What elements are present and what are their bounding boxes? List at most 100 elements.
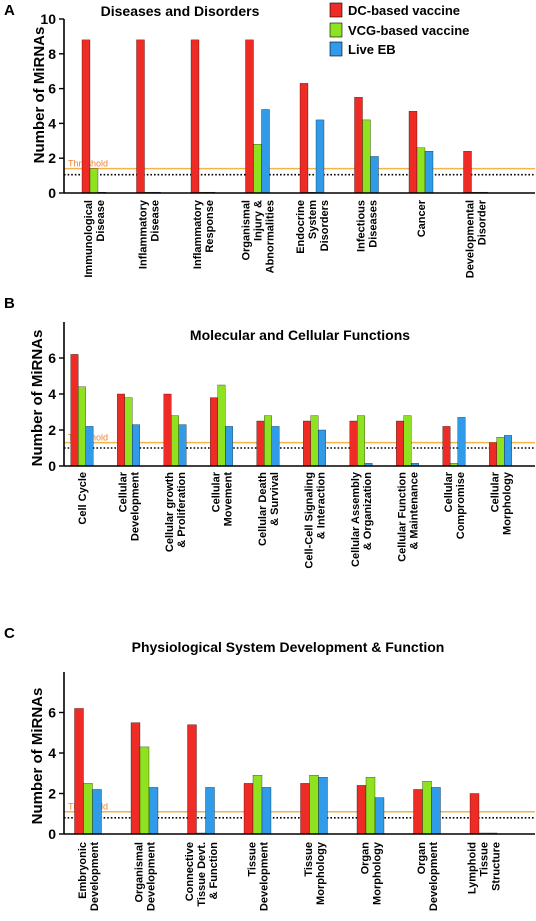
bar-c-3-2 (261, 787, 272, 835)
y-tick-label: 0 (48, 826, 56, 842)
bar-c-5-2 (374, 797, 385, 835)
category-label-line: Cellular Death (257, 472, 269, 546)
category-label-line: Organismal (134, 842, 146, 903)
y-tick-label: 2 (48, 422, 56, 438)
category-label-line: & Maintenance (409, 472, 421, 550)
category-label: Cell Cycle (77, 472, 89, 525)
bar-a-3-0 (245, 39, 254, 194)
category-label: OrganismalDevelopment (134, 842, 158, 911)
category-label-line: Disease (95, 200, 107, 242)
category-label-line: Disorder (477, 199, 489, 245)
panel-title: Diseases and Disorders (101, 3, 260, 19)
bar-b-4-0 (256, 420, 265, 467)
category-label-line: Diseases (368, 200, 380, 248)
category-label-line: Cancer (416, 199, 428, 237)
bar-a-7-0 (463, 151, 472, 194)
bar-c-2-0 (187, 724, 197, 835)
category-label-line: Cellular (490, 471, 502, 512)
category-label-line: Cellular (211, 471, 223, 512)
panel-c: C Physiological System Development & Func… (4, 625, 535, 911)
bar-c-1-1 (139, 746, 150, 835)
bar-b-3-0 (210, 397, 218, 467)
bar-b-9-0 (489, 442, 497, 467)
bar-b-5-0 (303, 420, 311, 467)
bar-b-1-1 (124, 397, 133, 467)
bar-c-0-0 (74, 708, 84, 835)
y-tick-label: 0 (48, 458, 56, 474)
bar-b-4-2 (271, 426, 280, 467)
category-label-line: Organ (416, 842, 428, 875)
category-label-line: Development (89, 842, 101, 911)
panel-b: B Molecular and Cellular Functions Number … (4, 295, 535, 569)
bar-a-5-2 (370, 156, 379, 194)
category-label-line: Embryonic (77, 842, 89, 899)
panel-title: Molecular and Cellular Functions (190, 327, 410, 343)
bar-b-9-2 (504, 435, 512, 467)
legend-swatch-2 (329, 41, 343, 57)
bar-c-6-1 (422, 781, 432, 835)
bar-b-0-1 (78, 386, 86, 467)
bar-c-3-1 (252, 775, 263, 835)
bar-b-7-1 (403, 415, 412, 467)
category-label-line: & Organization (362, 472, 374, 551)
bar-c-4-1 (309, 775, 319, 835)
bar-a-5-0 (354, 97, 363, 194)
category-label: OrganismalInjury &Abnormalities (241, 200, 277, 273)
y-tick-label: 2 (48, 150, 56, 166)
bar-c-3-0 (243, 783, 254, 835)
category-label-line: Tissue (303, 842, 315, 877)
y-axis-label: Number of MiRNAs (29, 330, 46, 467)
y-tick-label: 4 (48, 386, 56, 402)
category-label: InfectiousDiseases (356, 200, 380, 252)
category-label-line: & Function (208, 842, 220, 900)
y-tick-label: 4 (48, 745, 56, 761)
category-label-line: Abnormalities (265, 200, 277, 273)
bar-b-0-2 (85, 426, 94, 467)
legend: DC-based vaccine VCG-based vaccine Live EB (329, 2, 469, 57)
bar-b-2-1 (171, 415, 179, 467)
y-tick-label: 8 (48, 46, 56, 62)
category-label: CellularDevelopment (118, 471, 142, 541)
category-label-line: Injury & (253, 200, 265, 241)
y-tick-label: 0 (48, 185, 56, 201)
category-label-line: Cellular Function (397, 472, 409, 562)
category-label-line: Response (204, 200, 216, 253)
category-label: Cell-Cell Signaling& Interaction (304, 472, 328, 569)
category-label-line: Morphology (372, 841, 384, 905)
category-label: EmbryonicDevelopment (77, 842, 101, 911)
bar-a-3-1 (253, 144, 262, 194)
category-label-line: Infectious (356, 200, 368, 252)
category-label-line: Connective (184, 842, 196, 901)
category-label-line: Cellular growth (164, 472, 176, 552)
category-label-line: Inflammatory (192, 199, 204, 269)
bar-b-5-1 (310, 415, 319, 467)
category-label: Cellular growth& Proliferation (164, 472, 188, 552)
bar-c-0-2 (92, 789, 102, 835)
y-tick-label: 10 (40, 11, 56, 27)
category-label-line: Compromise (455, 472, 467, 539)
bar-c-6-2 (431, 787, 441, 835)
category-label-line: Developmental (465, 200, 477, 278)
bar-b-4-1 (264, 415, 272, 467)
category-label-line: Cellular (118, 471, 130, 512)
y-tick-label: 6 (48, 705, 56, 721)
panel-title: Physiological System Development & Funct… (132, 639, 445, 655)
category-label: InflammatoryDisease (138, 199, 162, 269)
bar-b-5-2 (318, 429, 326, 467)
category-label-line: Structure (491, 842, 503, 891)
bar-b-0-0 (70, 354, 79, 467)
panel-letter: B (4, 295, 15, 312)
category-label-line: Development (130, 472, 142, 541)
legend-swatch-1 (329, 22, 343, 38)
panel-letter: A (4, 2, 15, 19)
bar-b-7-0 (396, 420, 404, 467)
category-label-line: Immunological (83, 200, 95, 278)
category-label-line: Cell-Cell Signaling (304, 472, 316, 569)
category-label: CellularMorphology (490, 471, 514, 535)
category-label: OrganDevelopment (416, 842, 440, 911)
bar-b-3-1 (217, 384, 226, 467)
bar-b-8-0 (442, 426, 451, 467)
category-label-line: & Proliferation (176, 472, 188, 548)
category-label-line: Development (259, 842, 271, 911)
